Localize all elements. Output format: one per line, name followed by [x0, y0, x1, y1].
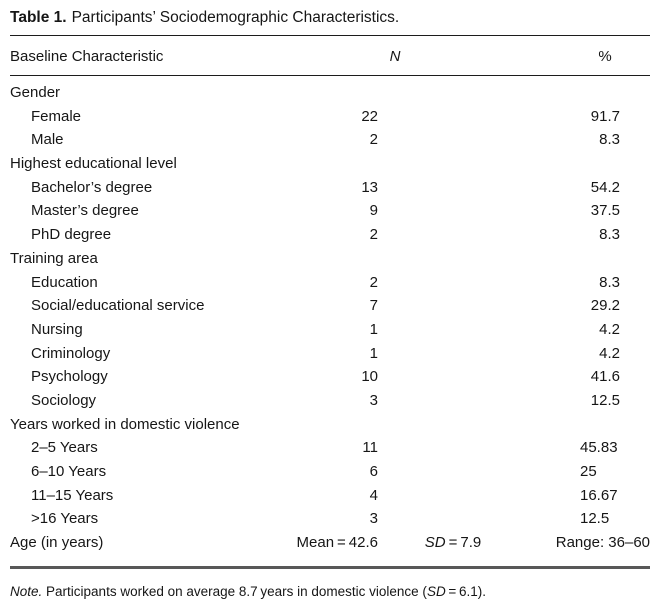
- table-row: Sociology 3 12.5: [10, 389, 650, 413]
- n-value: 13: [361, 178, 378, 196]
- row-label: 2–5 Years: [31, 439, 98, 457]
- table-row: Male 2 8.3: [10, 128, 650, 152]
- row-label: Female: [31, 107, 82, 125]
- table-section-row: Years worked in domestic violence: [10, 413, 650, 437]
- row-label: Training area: [10, 249, 98, 267]
- table-row: Bachelor’s degree 13 54.2: [10, 176, 650, 200]
- percent-value: 16.67: [580, 486, 618, 504]
- table-row: Female 22 91.7: [10, 105, 650, 129]
- table-note: Note. Participants worked on average 8.7…: [10, 583, 486, 600]
- percent-value: 4.2: [599, 344, 620, 362]
- row-label: Male: [31, 131, 64, 149]
- row-label: PhD degree: [31, 226, 112, 244]
- table-row: Social/educational service 7 29.2: [10, 294, 650, 318]
- table-row: 2–5 Years 11 45.83: [10, 436, 650, 460]
- table-caption: Participants’ Sociodemographic Character…: [71, 9, 400, 26]
- row-label: Sociology: [31, 391, 97, 409]
- table-row: Nursing 1 4.2: [10, 318, 650, 342]
- column-header-n: N: [389, 48, 401, 65]
- percent-value: 12.5: [590, 391, 620, 409]
- table-row: Psychology 10 41.6: [10, 365, 650, 389]
- note-prefix: Note.: [10, 584, 43, 599]
- row-label: Years worked in domestic violence: [10, 415, 240, 433]
- column-header-characteristic: Baseline Characteristic: [10, 48, 164, 65]
- row-label: Psychology: [31, 368, 108, 386]
- table-row: 11–15 Years 4 16.67: [10, 484, 650, 508]
- percent-value: 91.7: [590, 107, 620, 125]
- table-row: Education 2 8.3: [10, 271, 650, 295]
- n-value: 7: [369, 297, 378, 315]
- sd-number: = 7.9: [445, 534, 482, 552]
- row-label: Nursing: [31, 320, 83, 338]
- n-value: 2: [369, 226, 378, 244]
- table-section-row: Highest educational level: [10, 152, 650, 176]
- percent-value: 29.2: [590, 297, 620, 315]
- table-row: 6–10 Years 6 25: [10, 460, 650, 484]
- n-value: 1: [369, 344, 378, 362]
- column-header-percent: %: [598, 48, 612, 65]
- row-label: Gender: [10, 84, 61, 101]
- percent-value: 12.5: [580, 510, 610, 528]
- age-sd-value: SD = 7.9: [378, 531, 528, 555]
- percent-value: 4.2: [599, 320, 620, 338]
- note-text-end: = 6.1).: [445, 584, 487, 599]
- table-section-row: Training area: [10, 247, 650, 271]
- table-title: Table 1. Participants’ Sociodemographic C…: [10, 8, 399, 28]
- row-label: >16 Years: [31, 510, 99, 528]
- table-header-row: Baseline Characteristic N %: [10, 37, 650, 75]
- n-value: 6: [369, 463, 378, 480]
- percent-value: 41.6: [590, 368, 620, 386]
- n-value: 4: [369, 486, 378, 504]
- table-age-row: Age (in years) Mean = 42.6 SD = 7.9 Rang…: [10, 531, 650, 555]
- n-value: 2: [369, 273, 378, 291]
- n-value: 10: [361, 368, 378, 386]
- row-label: 11–15 Years: [31, 486, 114, 504]
- note-text: Participants worked on average 8.7 years…: [42, 584, 427, 599]
- sd-abbrev: SD: [424, 534, 446, 552]
- row-label: Criminology: [31, 344, 111, 362]
- n-value: 11: [362, 439, 378, 457]
- percent-value: 54.2: [590, 178, 620, 196]
- percent-value: 37.5: [590, 202, 620, 220]
- n-value: 3: [369, 510, 378, 528]
- table-body: Gender Female 22 91.7 Male 2 8.3 Highest…: [10, 77, 650, 555]
- percent-value: 8.3: [599, 273, 620, 291]
- n-value: 2: [369, 131, 378, 149]
- table-row: >16 Years 3 12.5: [10, 507, 650, 531]
- percent-value: 45.83: [580, 439, 618, 457]
- table-section-row: Gender: [10, 81, 650, 105]
- n-value: 22: [361, 107, 378, 125]
- table-row: Master’s degree 9 37.5: [10, 199, 650, 223]
- table-row: Criminology 1 4.2: [10, 342, 650, 366]
- age-mean-value: Mean = 42.6: [296, 534, 378, 552]
- row-label: 6–10 Years: [31, 463, 107, 480]
- percent-value: 8.3: [599, 131, 620, 149]
- row-label: Highest educational level: [10, 155, 177, 173]
- n-value: 3: [369, 391, 378, 409]
- row-label: Master’s degree: [31, 202, 139, 220]
- divider-header: [10, 75, 650, 77]
- row-label: Bachelor’s degree: [31, 178, 153, 196]
- divider-top: [10, 35, 650, 37]
- percent-value: 25: [580, 463, 597, 480]
- table-number-label: Table 1.: [10, 9, 67, 26]
- row-label: Education: [31, 273, 98, 291]
- row-label: Age (in years): [10, 534, 104, 552]
- divider-bottom: [10, 566, 650, 569]
- row-label: Social/educational service: [31, 297, 205, 315]
- percent-value: 8.3: [599, 226, 620, 244]
- age-range-value: Range: 36–60: [555, 534, 650, 552]
- n-value: 1: [369, 320, 378, 338]
- table-row: PhD degree 2 8.3: [10, 223, 650, 247]
- n-value: 9: [369, 202, 378, 220]
- note-sd-abbrev: SD: [426, 584, 446, 599]
